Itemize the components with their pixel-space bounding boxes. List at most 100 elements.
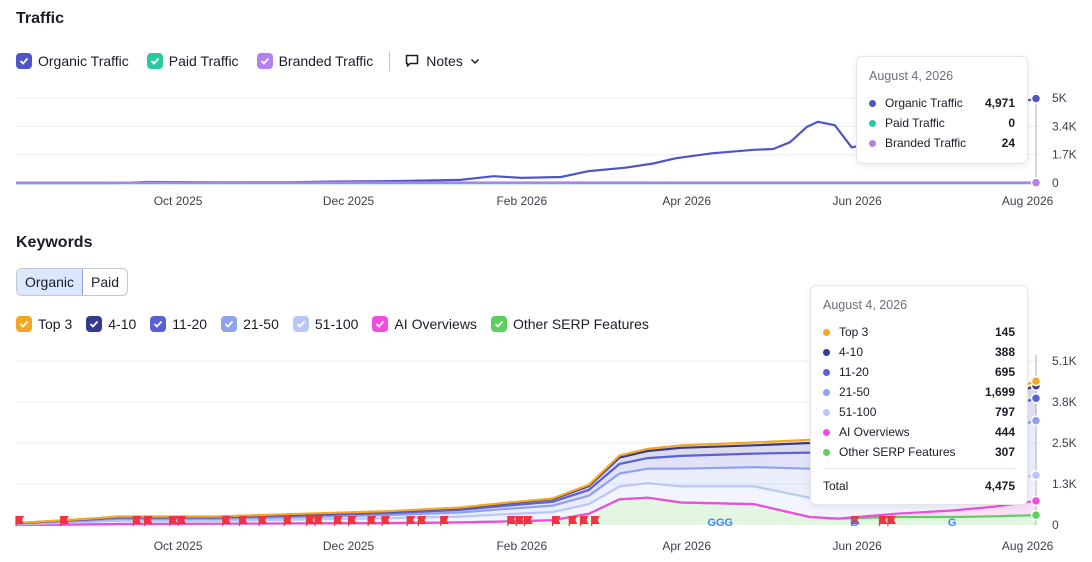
tooltip-label: Organic Traffic — [885, 96, 963, 110]
notes-dropdown[interactable]: Notes — [404, 53, 489, 69]
flag-icon — [178, 516, 187, 524]
legend-label: AI Overviews — [394, 316, 477, 332]
flag-icon — [887, 516, 896, 524]
series-endpoint — [1030, 93, 1042, 104]
series-dot — [823, 428, 830, 436]
flag-icon — [569, 516, 578, 524]
comment-icon — [406, 54, 419, 67]
legend-top-3[interactable]: Top 3 — [16, 316, 72, 332]
checkbox-icon[interactable] — [150, 316, 167, 332]
checkbox-icon[interactable] — [256, 53, 273, 69]
tooltip-row: Other SERP Features 307 — [823, 442, 1015, 462]
tooltip-value: 4,971 — [984, 96, 1015, 110]
legend-other-serp-features[interactable]: Other SERP Features — [490, 316, 649, 332]
flag-icon — [580, 516, 589, 524]
tooltip-label: 4-10 — [839, 345, 864, 359]
tooltip-row: 11-20 695 — [823, 362, 1015, 382]
series-dot — [869, 119, 876, 127]
tooltip-label: Other SERP Features — [839, 445, 956, 459]
tooltip-label: 11-20 — [839, 365, 869, 379]
x-tick-label: Oct 2025 — [154, 539, 203, 553]
legend-organic-traffic[interactable]: Organic Traffic — [16, 53, 129, 69]
checkbox-icon[interactable] — [221, 316, 238, 332]
series-dot — [823, 348, 830, 356]
x-tick-label: Aug 2026 — [1002, 539, 1054, 553]
flag-icon — [591, 516, 600, 524]
tooltip-row-paid: Paid Traffic 0 — [869, 113, 1015, 133]
checkbox-icon[interactable] — [490, 316, 507, 332]
google-icon: G — [708, 517, 717, 529]
legend-51-100[interactable]: 51-100 — [292, 316, 358, 332]
tooltip-row: 21-50 1,699 — [823, 382, 1015, 402]
flag-icon — [368, 516, 377, 524]
flag-icon — [144, 516, 153, 524]
legend-label: 11-20 — [172, 316, 208, 332]
flag-icon — [524, 516, 533, 524]
checkbox-icon[interactable] — [86, 316, 103, 332]
x-tick-label: Jun 2026 — [832, 539, 882, 553]
y-tick-label: 1.7K — [1052, 148, 1077, 162]
series-dot — [869, 99, 876, 107]
flag-icon — [440, 516, 449, 524]
x-tick-label: Apr 2026 — [662, 539, 711, 553]
flag-icon — [239, 516, 248, 524]
tooltip-label: Top 3 — [839, 325, 869, 339]
tooltip-value: 797 — [994, 405, 1015, 419]
google-icon: G — [948, 517, 957, 529]
legend-paid-traffic[interactable]: Paid Traffic — [146, 53, 239, 69]
flag-icon — [284, 516, 293, 524]
flag-icon — [133, 516, 142, 524]
flag-icon — [315, 516, 324, 524]
series-endpoint — [1030, 509, 1042, 521]
series-dot — [823, 408, 830, 416]
google-icon: G — [724, 517, 733, 529]
checkbox-icon[interactable] — [372, 316, 389, 332]
tooltip-row: Top 3 145 — [823, 322, 1015, 342]
series-endpoint — [1030, 415, 1042, 426]
tooltip-date: August 4, 2026 — [823, 298, 908, 312]
x-tick-label: Oct 2025 — [154, 194, 203, 208]
checkbox-icon[interactable] — [292, 316, 309, 332]
flag-icon — [418, 516, 427, 524]
legend-label: Top 3 — [38, 316, 73, 332]
tooltip-row-branded: Branded Traffic 24 — [869, 133, 1015, 153]
tooltip-row: AI Overviews 444 — [823, 422, 1015, 442]
tooltip-value: 145 — [994, 325, 1015, 339]
flag-icon — [516, 516, 525, 524]
flag-icon — [879, 516, 888, 524]
legend-4-10[interactable]: 4-10 — [86, 316, 136, 332]
series-area-other-serp-features — [16, 497, 1036, 525]
x-tick-label: Dec 2025 — [323, 194, 375, 208]
keywords-tooltip: August 4, 2026 Top 3 145 4-10 388 11-20 695… — [810, 285, 1028, 505]
flag-icon — [334, 516, 343, 524]
series-dot — [823, 448, 830, 456]
y-tick-label: 3.8K — [1052, 395, 1077, 409]
series-endpoint — [1030, 392, 1042, 404]
legend-branded-traffic[interactable]: Branded Traffic — [256, 53, 374, 69]
traffic-title: Traffic — [16, 10, 65, 27]
legend-label: 21-50 — [243, 316, 279, 332]
checkbox-icon[interactable] — [16, 316, 32, 332]
y-tick-label: 3.4K — [1052, 119, 1077, 133]
series-dot — [869, 139, 876, 147]
x-tick-label: Aug 2026 — [1002, 194, 1054, 208]
flag-icon — [507, 516, 516, 524]
checkbox-icon[interactable] — [146, 53, 163, 69]
legend-21-50[interactable]: 21-50 — [221, 316, 279, 332]
x-tick-label: Jun 2026 — [832, 194, 882, 208]
traffic-legend: Organic Traffic Paid Traffic Branded Tra… — [16, 51, 489, 71]
legend-label: Branded Traffic — [278, 53, 374, 69]
flag-icon — [16, 516, 24, 524]
y-tick-label: 5K — [1052, 91, 1067, 105]
tooltip-label: Branded Traffic — [885, 136, 967, 150]
tab-organic[interactable]: Organic — [17, 269, 84, 295]
legend-ai-overviews[interactable]: AI Overviews — [372, 316, 477, 332]
legend-11-20[interactable]: 11-20 — [150, 316, 207, 332]
y-tick-label: 1.3K — [1052, 477, 1077, 491]
tab-paid[interactable]: Paid — [91, 274, 120, 290]
organic-paid-toggle: Organic Paid — [16, 268, 129, 296]
tooltip-value: 0 — [1008, 116, 1015, 130]
tooltip-row: 51-100 797 — [823, 402, 1015, 422]
checkbox-icon[interactable] — [16, 53, 32, 69]
series-line-ai-overviews — [15, 496, 1037, 527]
